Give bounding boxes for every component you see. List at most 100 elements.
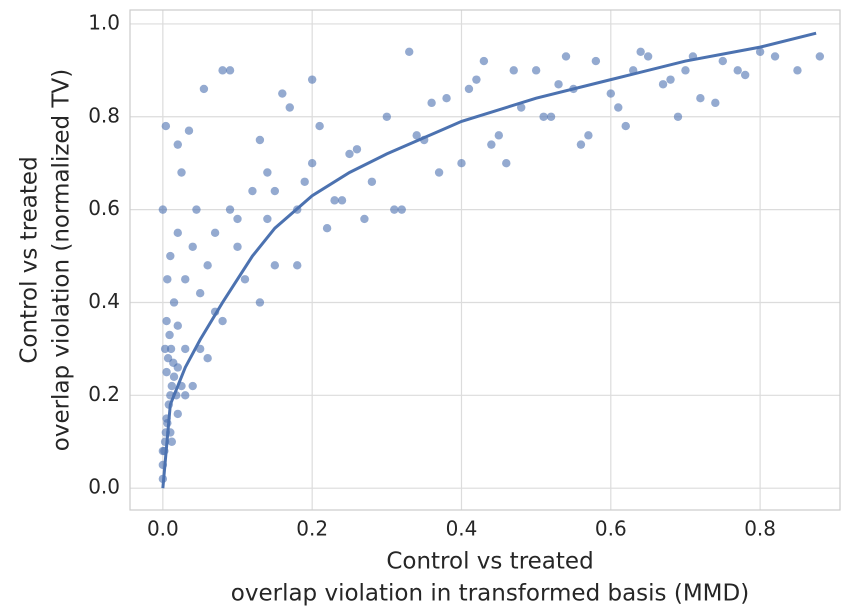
scatter-point xyxy=(584,131,593,140)
plot-frame xyxy=(129,9,841,511)
scatter-point xyxy=(539,112,548,121)
scatter-point xyxy=(233,242,242,251)
scatter-point xyxy=(199,84,209,94)
scatter-point xyxy=(165,330,174,340)
scatter-point xyxy=(169,372,179,381)
scatter-point xyxy=(397,205,406,214)
scatter-point xyxy=(240,275,250,284)
scatter-point xyxy=(225,66,235,75)
scatter-point xyxy=(167,437,177,446)
scatter-point xyxy=(711,98,720,108)
y-tick-label: 0.4 xyxy=(88,289,120,313)
scatter-point xyxy=(203,353,212,363)
scatter-point xyxy=(322,223,332,233)
scatter-point xyxy=(188,242,197,251)
scatter-point xyxy=(285,103,294,112)
scatter-point xyxy=(614,103,623,112)
scatter-point xyxy=(188,381,197,391)
scatter-point xyxy=(643,52,653,61)
scatter-point xyxy=(360,214,369,224)
scatter-point xyxy=(248,186,257,196)
scatter-point xyxy=(218,316,227,326)
scatter-point xyxy=(210,228,220,238)
scatter-point xyxy=(173,409,182,419)
x-axis-label: overlap violation in transformed basis (… xyxy=(231,581,749,607)
x-tick-label: 0.2 xyxy=(296,517,328,541)
scatter-point xyxy=(576,140,586,149)
fit-line xyxy=(161,31,817,489)
scatter-point xyxy=(405,47,414,56)
x-tick-label: 0.0 xyxy=(147,517,179,541)
x-tick-label: 0.6 xyxy=(595,517,627,541)
y-tick-label: 0.2 xyxy=(88,382,120,406)
scatter-point xyxy=(793,66,802,75)
scatter-point xyxy=(554,80,563,89)
scatter-point xyxy=(218,66,227,75)
scatter-point xyxy=(658,80,668,89)
scatter-point xyxy=(167,381,177,391)
y-axis-label: overlap violation (normalized TV) xyxy=(49,69,75,451)
scatter-point xyxy=(181,391,190,400)
scatter-point xyxy=(345,149,354,159)
scatter-point xyxy=(390,205,399,214)
x-tick-label: 0.4 xyxy=(446,517,478,541)
scatter-point xyxy=(307,159,317,168)
scatter-point xyxy=(815,52,825,61)
x-axis-label: Control vs treated xyxy=(386,549,593,575)
scatter-point xyxy=(263,168,272,177)
x-tick-label: 0.8 xyxy=(744,517,776,541)
scatter-point xyxy=(173,228,182,238)
scatter-point xyxy=(300,177,309,186)
marks xyxy=(158,31,825,489)
scatter-point xyxy=(740,70,750,80)
scatter-point xyxy=(517,103,526,112)
scatter-point xyxy=(755,47,765,56)
scatter-point xyxy=(681,66,690,75)
scatter-point xyxy=(434,168,444,177)
scatter-point xyxy=(770,52,780,61)
scatter-point xyxy=(733,66,742,75)
scatter-point xyxy=(162,367,171,377)
scatter-point xyxy=(673,112,683,121)
scatter-point xyxy=(169,358,178,368)
scatter-point xyxy=(479,56,489,66)
scatter-point xyxy=(696,94,705,103)
scatter-point xyxy=(502,159,511,168)
scatter-point xyxy=(225,205,235,214)
y-tick-label: 0.8 xyxy=(88,103,120,127)
scatter-point xyxy=(382,112,392,121)
scatter-point xyxy=(163,275,172,284)
scatter-point xyxy=(195,288,205,298)
scatter-point xyxy=(195,344,205,354)
scatter-point xyxy=(192,205,201,214)
scatter-point xyxy=(177,168,186,177)
scatter-point xyxy=(158,205,168,214)
scatter-point xyxy=(255,298,265,307)
scatter-point xyxy=(412,131,421,140)
scatter-point xyxy=(161,121,171,131)
scatter-point xyxy=(255,135,265,145)
y-tick-label: 1.0 xyxy=(88,10,120,34)
scatter-point xyxy=(621,121,630,131)
scatter-point xyxy=(173,321,182,330)
y-axis-label: Control vs treated xyxy=(17,156,43,363)
y-tick-label: 0.0 xyxy=(88,475,120,499)
scatter-point xyxy=(278,89,287,98)
scatter-point xyxy=(457,159,466,168)
y-tick-label: 0.6 xyxy=(88,196,120,220)
scatter-point xyxy=(561,52,571,61)
scatter-point xyxy=(233,214,242,224)
scatter-point xyxy=(636,47,645,56)
scatter-point xyxy=(166,251,175,261)
scatter-point xyxy=(606,89,615,98)
scatter-point xyxy=(591,56,601,66)
scatter-point xyxy=(181,344,190,354)
scatter-point xyxy=(169,298,179,307)
scatter-point xyxy=(337,196,347,205)
scatter-point xyxy=(162,316,171,326)
scatter-point xyxy=(472,75,481,84)
scatter-point xyxy=(307,75,317,84)
scatter-point xyxy=(166,344,176,354)
scatter-point xyxy=(442,94,451,103)
